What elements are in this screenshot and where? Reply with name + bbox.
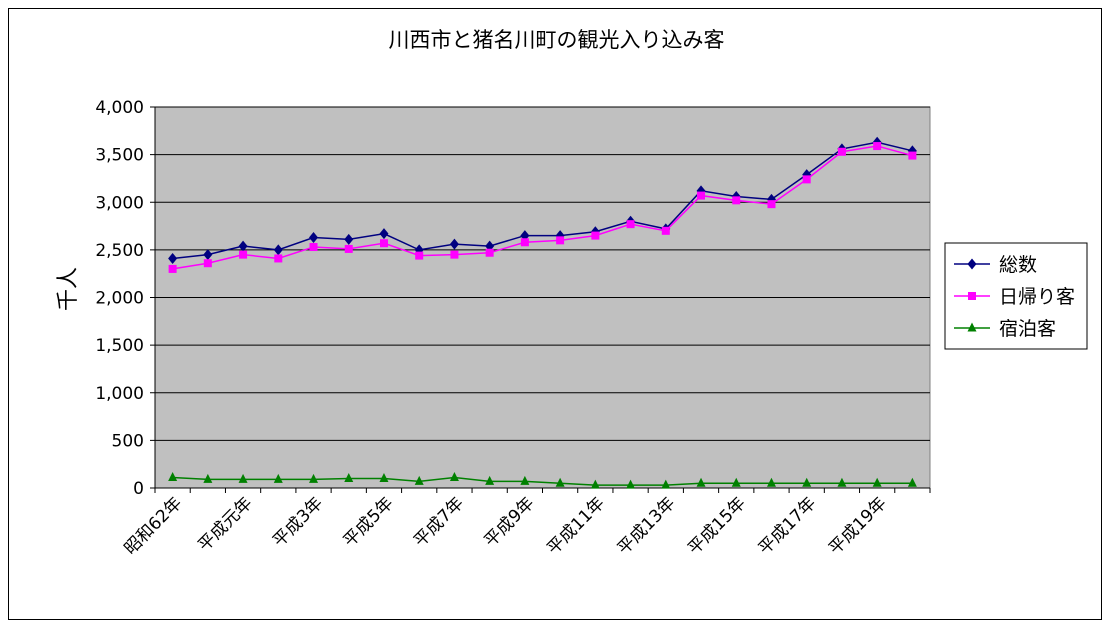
x-tick-label: 平成9年	[481, 493, 539, 551]
data-point	[449, 472, 459, 482]
data-point	[697, 191, 706, 200]
data-point	[837, 477, 847, 487]
data-point	[485, 475, 495, 485]
data-point	[379, 228, 389, 240]
data-point	[168, 472, 178, 482]
data-point	[555, 477, 565, 487]
chart-title: 川西市と猪名川町の観光入り込み客	[388, 28, 725, 52]
series-2	[168, 142, 917, 273]
data-point	[239, 250, 248, 259]
data-point	[731, 477, 741, 487]
data-point	[344, 472, 354, 482]
data-point	[766, 477, 776, 487]
x-tick-label: 平成11年	[543, 493, 609, 559]
data-point	[802, 175, 811, 184]
x-axis-ticks: 昭和62年 平成元年 平成3年 平成5年 平成7年 平成9年 平成11年 平成13年 平成15年…	[121, 488, 931, 559]
data-point	[344, 233, 354, 245]
data-point	[696, 477, 706, 487]
y-tick-label: 0	[133, 479, 144, 499]
y-tick-label: 2,000	[95, 289, 144, 309]
data-point	[273, 244, 283, 256]
legend-marker	[967, 258, 977, 270]
data-point	[450, 250, 459, 259]
legend-marker	[968, 292, 976, 300]
x-tick-label: 平成元年	[194, 493, 256, 555]
data-point	[873, 142, 882, 151]
x-tick-label: 平成3年	[269, 493, 327, 551]
data-point	[449, 238, 459, 250]
data-point	[732, 196, 741, 205]
data-point	[238, 240, 248, 252]
series-line	[172, 141, 913, 260]
legend-marker	[967, 322, 977, 332]
x-tick-label: 昭和62年	[121, 493, 187, 559]
data-point	[309, 243, 318, 252]
y-tick-label: 3,000	[95, 193, 144, 213]
data-point	[274, 254, 283, 263]
data-point	[837, 147, 846, 156]
x-tick-label: 平成15年	[684, 493, 750, 559]
data-point	[415, 251, 424, 260]
data-point	[626, 479, 636, 489]
x-tick-label: 平成17年	[755, 493, 821, 559]
y-axis-ticks: 0 500 1,000 1,500 2,000 2,500 3,000 3,500 4,000	[95, 98, 155, 499]
data-point	[626, 220, 635, 229]
legend-label: 宿泊客	[999, 318, 1056, 340]
x-tick-label: 平成19年	[825, 493, 891, 559]
y-tick-label: 1,000	[95, 384, 144, 404]
series-group	[168, 136, 917, 489]
data-point	[767, 200, 776, 209]
data-point	[908, 151, 917, 160]
series-3	[168, 472, 917, 489]
data-point	[661, 226, 670, 235]
data-point	[872, 477, 882, 487]
y-tick-label: 2,500	[95, 241, 144, 261]
y-tick-label: 500	[112, 431, 144, 451]
data-point	[203, 473, 213, 483]
data-point	[379, 472, 389, 482]
data-point	[168, 252, 178, 264]
y-tick-label: 1,500	[95, 336, 144, 356]
y-tick-label: 3,500	[95, 146, 144, 166]
data-point	[590, 479, 600, 489]
data-point	[591, 231, 600, 240]
series-line	[172, 145, 913, 270]
data-point	[661, 479, 671, 489]
data-point	[379, 239, 388, 248]
x-tick-label: 平成7年	[410, 493, 468, 551]
data-point	[309, 473, 319, 483]
data-point	[556, 236, 565, 245]
data-point	[802, 477, 812, 487]
data-point	[907, 477, 917, 487]
data-point	[520, 475, 530, 485]
data-point	[203, 259, 212, 268]
y-tick-label: 4,000	[95, 98, 144, 118]
data-point	[238, 473, 248, 483]
data-point	[309, 231, 319, 243]
legend-label: 総数	[999, 254, 1037, 276]
x-tick-label: 平成13年	[614, 493, 680, 559]
data-point	[203, 249, 213, 261]
data-point	[414, 475, 424, 485]
data-point	[344, 244, 353, 253]
legend-label: 日帰り客	[999, 286, 1075, 308]
gridlines	[155, 106, 930, 441]
data-point	[168, 264, 177, 273]
data-point	[273, 473, 283, 483]
series-line	[172, 476, 913, 486]
x-tick-label: 平成5年	[340, 493, 398, 551]
data-point	[520, 238, 529, 247]
data-point	[485, 248, 494, 257]
